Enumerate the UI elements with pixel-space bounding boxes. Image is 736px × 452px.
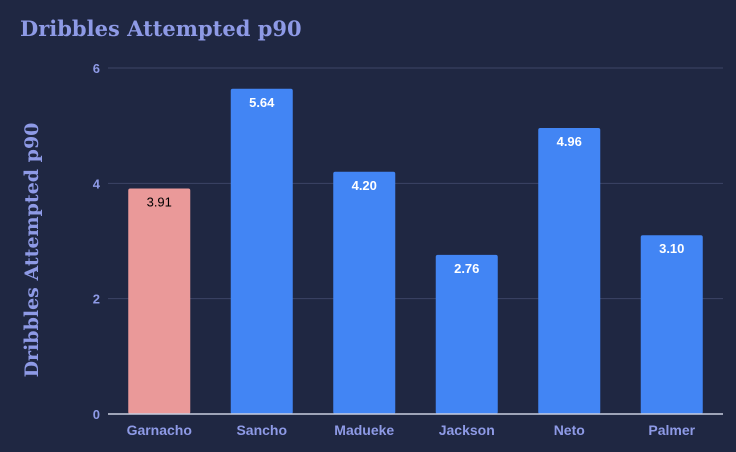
bar-garnacho xyxy=(128,188,191,414)
bar-jackson xyxy=(435,254,498,414)
bar-value-label: 4.20 xyxy=(352,178,377,193)
y-tick-label: 6 xyxy=(93,61,100,76)
bar-palmer xyxy=(640,235,703,414)
bar-value-label: 5.64 xyxy=(249,95,275,110)
y-tick-label: 2 xyxy=(93,292,100,307)
x-tick-label: Neto xyxy=(554,422,585,438)
bar-value-label: 3.10 xyxy=(659,241,684,256)
y-tick-label: 4 xyxy=(93,176,101,191)
x-tick-label: Jackson xyxy=(439,422,495,438)
bar-sancho xyxy=(230,88,293,414)
x-tick-label: Sancho xyxy=(236,422,287,438)
x-tick-label: Garnacho xyxy=(127,422,192,438)
bar-value-label: 2.76 xyxy=(454,261,479,276)
x-tick-label: Palmer xyxy=(648,422,695,438)
x-tick-label: Madueke xyxy=(334,422,394,438)
chart-title: Dribbles Attempted p90 xyxy=(20,16,302,41)
bar-madueke xyxy=(333,171,396,414)
bar-neto xyxy=(538,127,601,415)
bar-value-label: 4.96 xyxy=(557,134,582,149)
bar-value-label: 3.91 xyxy=(147,195,172,210)
y-tick-label: 0 xyxy=(93,407,100,422)
